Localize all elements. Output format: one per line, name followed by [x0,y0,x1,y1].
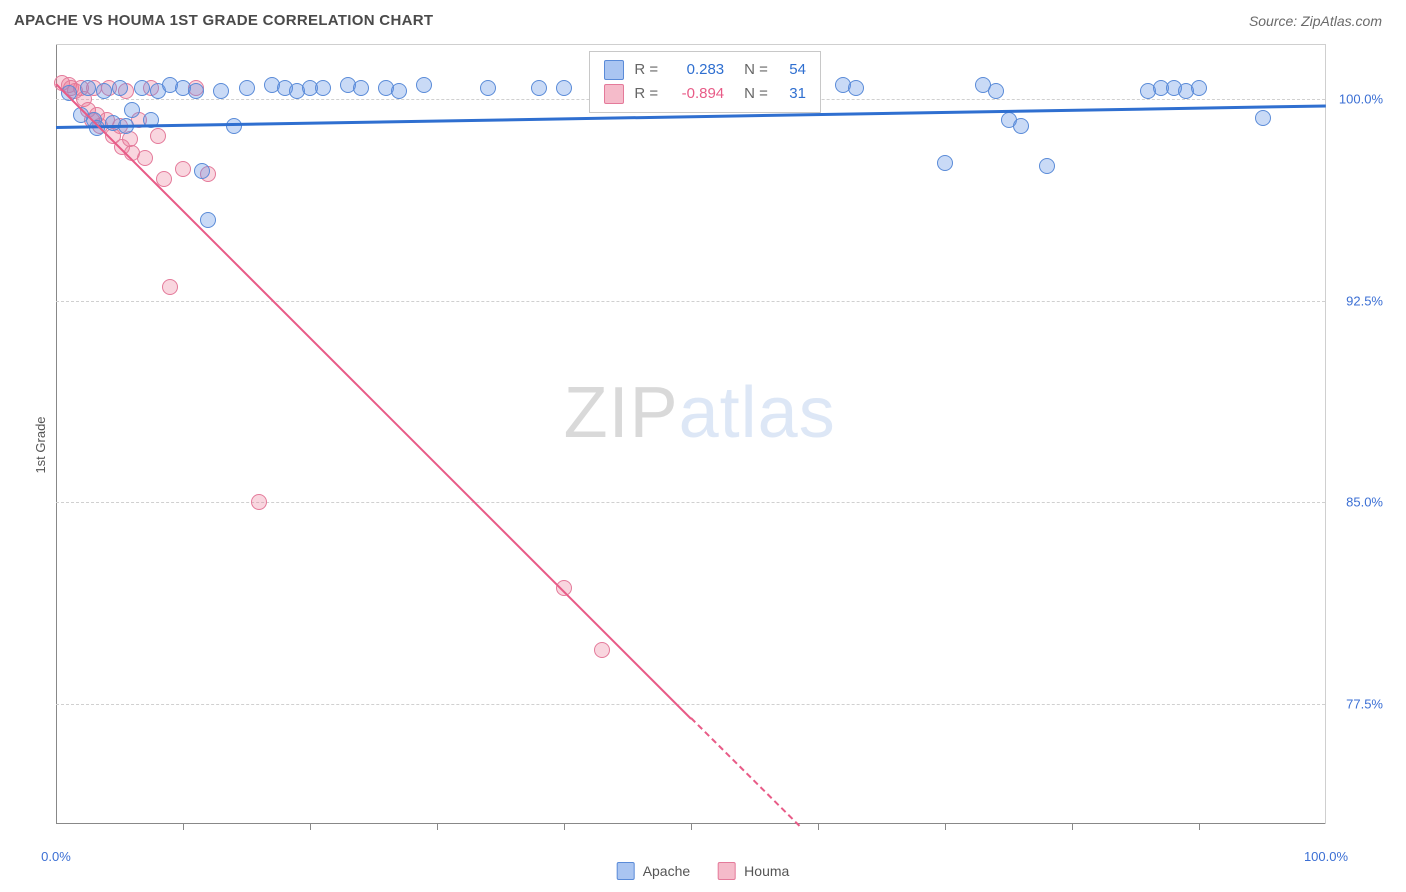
chart-title: APACHE VS HOUMA 1ST GRADE CORRELATION CH… [14,12,433,29]
apache-point [848,80,864,96]
watermark-prefix: ZIP [564,373,679,453]
series-swatch [604,84,624,104]
y-axis-label: 1st Grade [33,416,48,473]
apache-point [1191,80,1207,96]
legend-label: Houma [744,863,789,879]
gridline [56,502,1325,503]
apache-point [937,155,953,171]
apache-point [315,80,331,96]
x-tick-label: 0.0% [41,849,71,864]
r-label: R = [634,58,658,82]
plot-area: ZIPatlas 100.0%92.5%85.0%77.5%0.0%100.0%… [56,44,1326,824]
apache-point [556,80,572,96]
houma-point [175,161,191,177]
gridline [56,301,1325,302]
stats-box: R = 0.283 N = 54 R = -0.894 N = 31 [589,51,821,113]
houma-point [594,642,610,658]
gridline [56,704,1325,705]
houma-point [251,494,267,510]
apache-point [1039,158,1055,174]
x-tick [1199,824,1200,830]
n-label: N = [744,58,768,82]
chart-container: 1st Grade ZIPatlas 100.0%92.5%85.0%77.5%… [14,44,1392,846]
apache-point [1013,118,1029,134]
houma-trendline-extrapolated [690,718,800,827]
apache-point [531,80,547,96]
x-tick [310,824,311,830]
n-label: N = [744,82,768,106]
x-tick [564,824,565,830]
y-tick-label: 77.5% [1346,696,1383,711]
apache-point [134,80,150,96]
apache-point [112,80,128,96]
r-label: R = [634,82,658,106]
apache-point [213,83,229,99]
apache-point [124,102,140,118]
x-tick [183,824,184,830]
series-swatch [604,60,624,80]
houma-point [137,150,153,166]
y-tick-label: 92.5% [1346,293,1383,308]
legend-item: Apache [617,862,690,880]
apache-point [194,163,210,179]
apache-point [353,80,369,96]
x-tick [818,824,819,830]
r-value: 0.283 [668,58,724,82]
apache-point [1255,110,1271,126]
legend-item: Houma [718,862,789,880]
houma-point [150,128,166,144]
watermark: ZIPatlas [564,372,836,454]
legend: Apache Houma [617,862,790,880]
y-tick-label: 85.0% [1346,495,1383,510]
houma-trendline [55,83,691,719]
n-value: 31 [778,82,806,106]
houma-point [162,279,178,295]
x-tick [945,824,946,830]
source-attribution: Source: ZipAtlas.com [1249,13,1382,29]
apache-point [96,83,112,99]
x-tick [437,824,438,830]
y-tick-label: 100.0% [1339,91,1383,106]
n-value: 54 [778,58,806,82]
apache-point [416,77,432,93]
apache-point [80,80,96,96]
x-tick [1072,824,1073,830]
apache-point [188,83,204,99]
x-tick [691,824,692,830]
x-tick-label: 100.0% [1304,849,1348,864]
r-value: -0.894 [668,82,724,106]
apache-point [391,83,407,99]
apache-point [988,83,1004,99]
legend-swatch [617,862,635,880]
stats-row: R = -0.894 N = 31 [604,82,806,106]
legend-swatch [718,862,736,880]
watermark-suffix: atlas [679,373,836,453]
apache-point [480,80,496,96]
y-axis [56,45,57,824]
apache-point [200,212,216,228]
legend-label: Apache [643,863,690,879]
apache-point [239,80,255,96]
stats-row: R = 0.283 N = 54 [604,58,806,82]
